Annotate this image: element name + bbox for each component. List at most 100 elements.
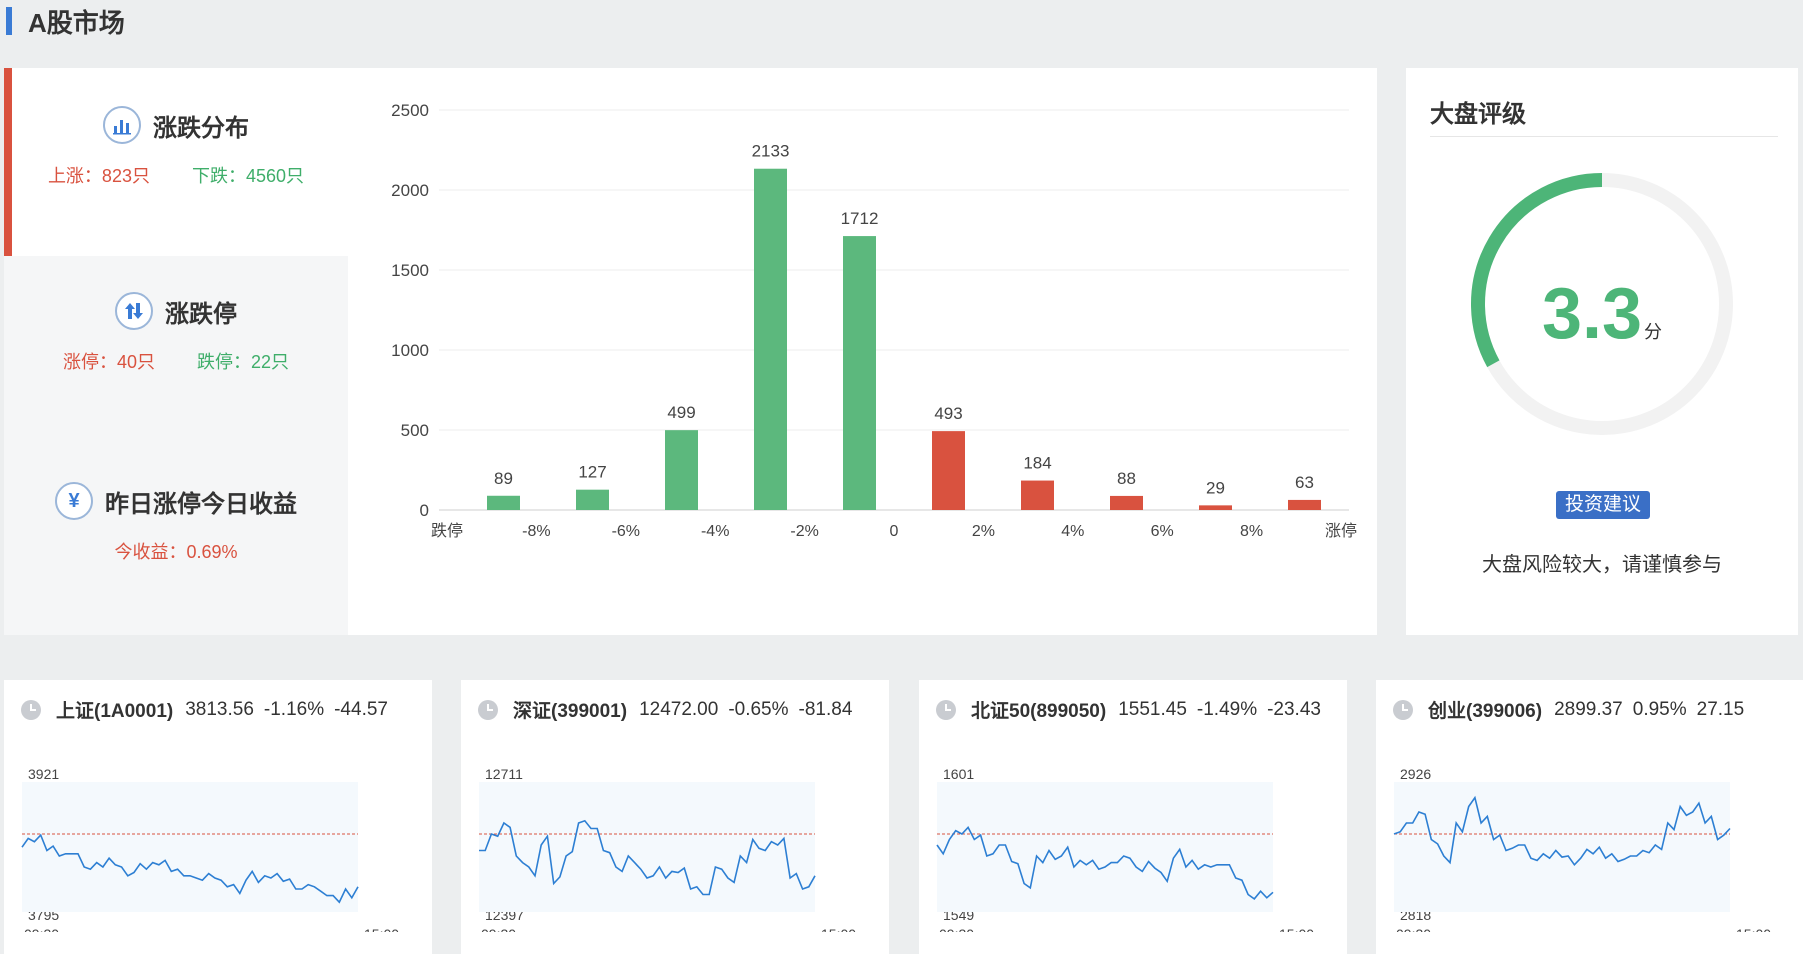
index-header: 北证50(899050) 1551.45 -1.49% -23.43 xyxy=(935,696,1331,723)
clock-icon xyxy=(478,699,498,720)
start-time: 09:30 xyxy=(939,926,974,932)
bar-value-label: 1712 xyxy=(841,209,879,228)
bar-value-label: 88 xyxy=(1117,469,1136,488)
start-time: 09:30 xyxy=(1396,926,1431,932)
bar-chart-icon xyxy=(103,106,141,144)
sparkline xyxy=(479,819,816,896)
index-change: 27.15 xyxy=(1696,698,1745,720)
y-tick-label: 0 xyxy=(420,501,429,520)
bar-value-label: 499 xyxy=(667,403,695,422)
bar-value-label: 184 xyxy=(1023,454,1051,473)
intraday-sparkline: 292628182872.2209:3015:00 xyxy=(1393,766,1771,932)
index-card[interactable]: 创业(399006)2899.370.95%27.15292628182872.… xyxy=(1376,680,1803,954)
index-card[interactable]: 北证50(899050)1551.45-1.49%-23.43160115491… xyxy=(919,680,1347,954)
x-tick-label: 2% xyxy=(972,523,995,540)
rating-title: 大盘评级 xyxy=(1430,101,1526,128)
clock-icon xyxy=(21,699,41,720)
bar xyxy=(932,431,965,510)
y-tick-label: 500 xyxy=(401,421,429,440)
bar-value-label: 89 xyxy=(494,469,513,488)
nav-limits[interactable]: 涨跌停 涨停：40只 跌停：22只 xyxy=(4,256,348,444)
sparkline xyxy=(936,826,1274,900)
sparkline-area xyxy=(479,782,815,912)
bar xyxy=(1288,499,1321,510)
bar xyxy=(487,495,520,510)
investment-advice-button[interactable]: 投资建议 xyxy=(1556,491,1650,519)
bar xyxy=(576,489,609,510)
intraday-sparkline: 127111239712553.8409:3015:00 xyxy=(479,766,856,932)
x-tick-label: -4% xyxy=(701,523,729,540)
sparkline xyxy=(21,833,359,904)
bar xyxy=(754,168,787,510)
x-tick-label: 涨停 xyxy=(1325,522,1357,540)
bar-value-label: 29 xyxy=(1206,478,1225,497)
bar-value-label: 2133 xyxy=(752,142,790,161)
page-title-text: A股市场 xyxy=(28,7,125,38)
x-tick-label: 4% xyxy=(1061,523,1084,540)
bar-value-label: 63 xyxy=(1295,473,1314,492)
title-accent-bar xyxy=(6,7,12,35)
end-time: 15:00 xyxy=(821,926,856,932)
index-name: 北证50(899050) xyxy=(971,701,1107,722)
end-time: 15:00 xyxy=(1736,926,1771,932)
rating-divider xyxy=(1430,136,1778,137)
sparkline-area xyxy=(22,782,358,912)
yesterday-profit: 今收益：0.69% xyxy=(114,542,238,562)
index-pct: -0.65% xyxy=(728,698,789,720)
index-card[interactable]: 深证(399001) 12472.00 -0.65% -81.84 12711 12397… xyxy=(461,680,889,954)
score-value: 3.3 xyxy=(1541,274,1643,354)
nav-yesterday[interactable]: ¥ 昨日涨停今日收益 今收益：0.69% xyxy=(4,444,348,635)
x-tick-label: 6% xyxy=(1151,523,1174,540)
index-price: 1551.45 xyxy=(1118,698,1187,720)
index-header: 深证(399001) 12472.00 -0.65% -81.84 xyxy=(477,696,862,723)
x-tick-label: 0 xyxy=(890,523,899,540)
bar xyxy=(1021,480,1054,510)
index-change: -23.43 xyxy=(1267,698,1321,720)
yen-icon: ¥ xyxy=(55,482,93,520)
y-tick-label: 2500 xyxy=(391,101,429,120)
yesterday-title: 昨日涨停今日收益 xyxy=(105,490,297,518)
limits-title: 涨跌停 xyxy=(165,300,237,328)
score-unit: 分 xyxy=(1644,322,1663,342)
index-name: 深证(399001) xyxy=(513,701,628,722)
x-tick-label: 8% xyxy=(1240,523,1263,540)
index-price: 2899.37 xyxy=(1554,698,1623,720)
sparkline-area xyxy=(1394,782,1730,912)
intraday-sparkline: 392137953858.1309:3015:00 xyxy=(21,766,399,932)
index-price: 3813.56 xyxy=(185,698,254,720)
index-pct: 0.95% xyxy=(1632,698,1687,720)
x-tick-label: -8% xyxy=(522,523,550,540)
bar-value-label: 493 xyxy=(934,404,962,423)
end-time: 15:00 xyxy=(364,926,399,932)
sparkline xyxy=(1393,795,1731,867)
limit-up-count: 涨停：40只 xyxy=(62,352,155,372)
index-card[interactable]: 上证(1A0001)3813.56-1.16%-44.5739213795385… xyxy=(4,680,432,954)
x-tick-label: 跌停 xyxy=(431,522,463,540)
index-name: 上证(1A0001) xyxy=(56,701,174,722)
rating-score: 3.3 分 xyxy=(1406,273,1798,355)
x-tick-label: -6% xyxy=(612,523,640,540)
page-title: A股市场 xyxy=(6,6,125,38)
sparkline-area xyxy=(937,782,1273,912)
nav-distribution[interactable]: 涨跌分布 上涨：823只 下跌：4560只 xyxy=(4,68,348,256)
rise-count: 上涨：823只 xyxy=(47,166,150,186)
rating-panel: 大盘评级 3.3 分 投资建议 大盘风险较大，请谨慎参与 xyxy=(1406,68,1798,635)
y-tick-label: 1000 xyxy=(391,341,429,360)
clock-icon xyxy=(1393,699,1413,720)
bar xyxy=(1199,505,1232,510)
distribution-bar-chart: 0 500 1000 1500 2000 2500 89 127 499 2133 1712 493 1… xyxy=(391,101,1357,540)
index-pct: -1.16% xyxy=(263,698,325,720)
high-label: 2926 xyxy=(1400,766,1431,782)
index-header: 上证(1A0001) 3813.56 -1.16% -44.57 xyxy=(20,696,398,723)
up-down-arrows-icon xyxy=(115,292,153,330)
stats-panel: 涨跌分布 上涨：823只 下跌：4560只 涨跌停 涨停：40只 跌停：22只 xyxy=(4,68,1377,635)
index-name: 创业(399006) xyxy=(1428,701,1543,722)
high-label: 1601 xyxy=(943,766,974,782)
clock-icon xyxy=(936,699,956,720)
high-label: 12711 xyxy=(485,766,523,782)
index-header: 创业(399006) 2899.37 0.95% 27.15 xyxy=(1392,696,1754,723)
start-time: 09:30 xyxy=(24,926,59,932)
start-time: 09:30 xyxy=(481,926,516,932)
stats-nav: 涨跌分布 上涨：823只 下跌：4560只 涨跌停 涨停：40只 跌停：22只 xyxy=(4,68,348,635)
bar-value-label: 127 xyxy=(578,463,606,482)
